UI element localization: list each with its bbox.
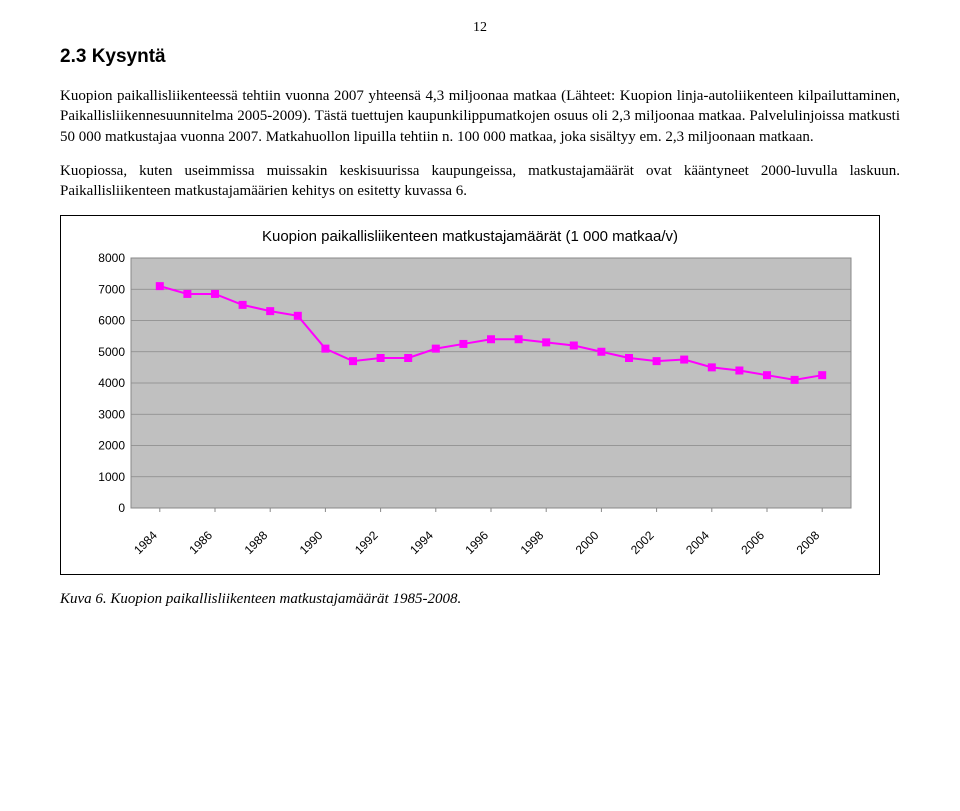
svg-text:2002: 2002 [628, 528, 657, 557]
svg-text:1990: 1990 [297, 528, 326, 557]
paragraph-2: Kuopiossa, kuten useimmissa muissakin ke… [60, 161, 900, 202]
chart-title: Kuopion paikallisliikenteen matkustajamä… [71, 228, 869, 245]
svg-text:4000: 4000 [98, 376, 125, 390]
chart-svg: 0 1000 2000 3000 4000 5000 6000 7000 8000 1984 198… [71, 253, 871, 563]
svg-text:0: 0 [118, 501, 125, 515]
svg-text:2000: 2000 [98, 439, 125, 453]
svg-text:1984: 1984 [131, 528, 160, 557]
svg-text:1994: 1994 [407, 528, 436, 557]
svg-text:1996: 1996 [462, 528, 491, 557]
page-number: 12 [60, 20, 900, 36]
svg-text:2004: 2004 [683, 528, 712, 557]
section-heading: 2.3 Kysyntä [60, 46, 900, 68]
svg-text:1998: 1998 [518, 528, 547, 557]
figure-caption: Kuva 6. Kuopion paikallisliikenteen matk… [60, 591, 900, 608]
svg-text:2008: 2008 [794, 528, 823, 557]
svg-text:1988: 1988 [242, 528, 271, 557]
svg-text:1992: 1992 [352, 528, 381, 557]
svg-text:1986: 1986 [186, 528, 215, 557]
svg-text:5000: 5000 [98, 345, 125, 359]
svg-text:7000: 7000 [98, 283, 125, 297]
svg-text:6000: 6000 [98, 314, 125, 328]
svg-text:1000: 1000 [98, 470, 125, 484]
paragraph-1: Kuopion paikallisliikenteessä tehtiin vu… [60, 86, 900, 147]
svg-text:3000: 3000 [98, 408, 125, 422]
svg-text:8000: 8000 [98, 253, 125, 265]
chart-container: Kuopion paikallisliikenteen matkustajamä… [60, 215, 880, 575]
svg-text:2006: 2006 [738, 528, 767, 557]
svg-text:2000: 2000 [573, 528, 602, 557]
